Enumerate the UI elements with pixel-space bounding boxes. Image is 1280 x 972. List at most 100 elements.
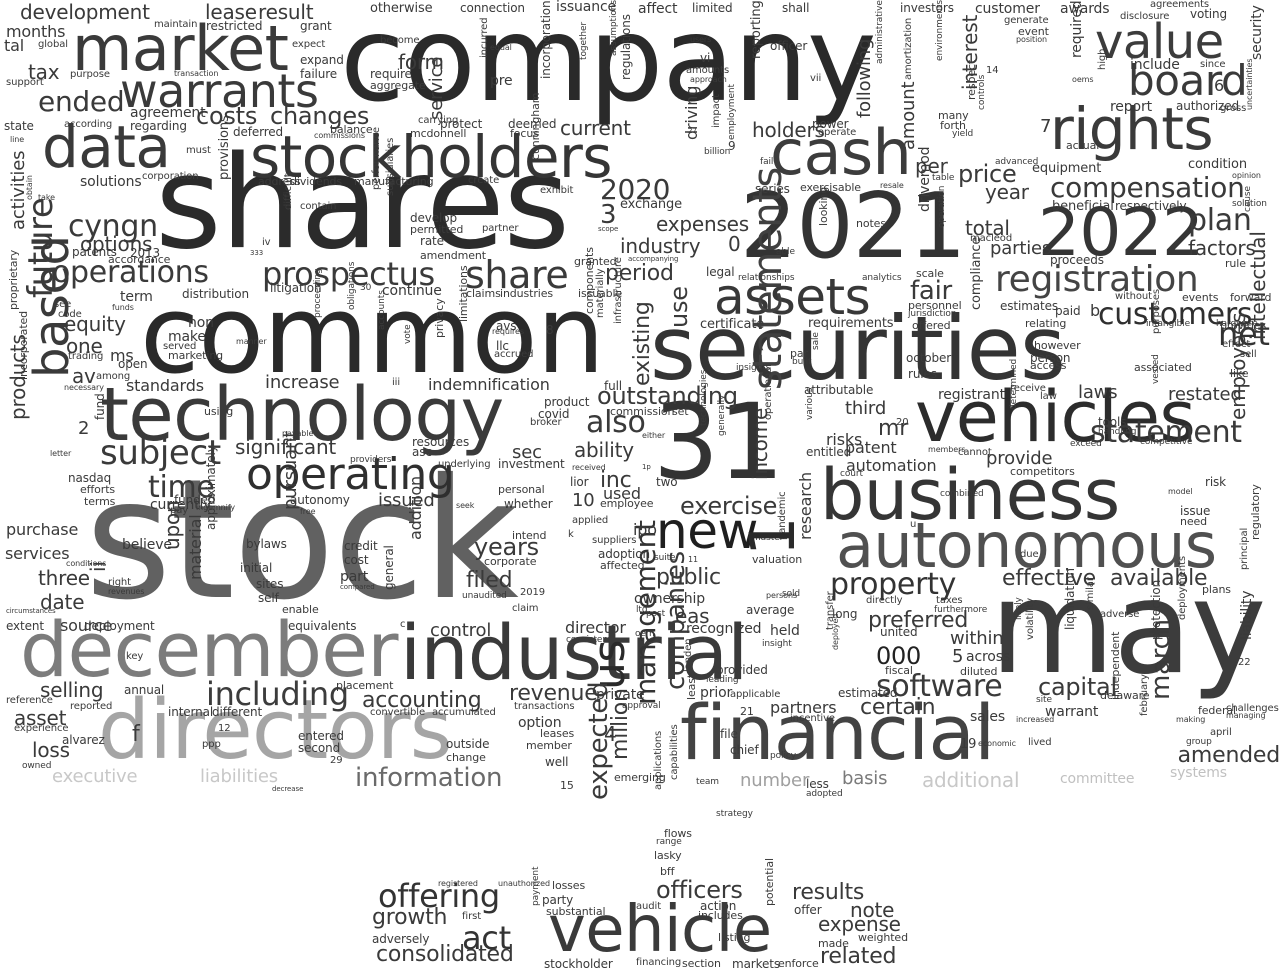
cloud-word: current [560, 116, 631, 140]
cloud-word: rate [420, 234, 444, 248]
cloud-word: take [38, 193, 55, 202]
cloud-word: otherwise [370, 1, 433, 16]
cloud-word: flows [664, 827, 692, 840]
cloud-word: plans [1202, 583, 1231, 596]
cloud-word: initial [240, 561, 273, 575]
cloud-word: determined [1009, 358, 1019, 410]
cloud-word: forth [940, 119, 966, 132]
cloud-word: events [1182, 291, 1219, 304]
cloud-word: ability [574, 438, 634, 462]
cloud-word: tools [1098, 415, 1127, 429]
cloud-word: plan [1188, 203, 1252, 238]
cloud-word: providers [350, 455, 392, 465]
cloud-word: difficult [283, 173, 294, 210]
cloud-word: affected [600, 559, 645, 572]
cloud-word: opinion [1232, 171, 1261, 180]
cloud-word: compared [340, 583, 375, 591]
cloud-word: investment [498, 457, 565, 471]
cloud-word: exchange [620, 197, 683, 212]
cloud-word: awards [1060, 1, 1110, 17]
cloud-word: 30 [360, 283, 372, 293]
cloud-word: insight [762, 639, 792, 649]
cloud-word: form [398, 50, 444, 74]
cloud-word: february [1139, 674, 1150, 716]
cloud-word: become [380, 35, 420, 46]
cloud-word: emerging [614, 771, 666, 784]
cloud-word: unauthorized [498, 879, 550, 888]
cloud-word: pay [170, 505, 189, 516]
cloud-word: third [845, 398, 887, 419]
cloud-word: requirements [808, 316, 894, 331]
cloud-word: audit [636, 901, 662, 912]
cloud-word: amendment [420, 249, 486, 262]
cloud-word: access [1030, 359, 1067, 372]
cloud-word: members [928, 445, 966, 454]
cloud-word: proceeding [313, 268, 323, 318]
cloud-word: approximately [204, 445, 218, 530]
cloud-word: significant [235, 435, 337, 459]
cloud-word: carrying [418, 115, 459, 126]
cloud-word: subsidiaries [385, 137, 396, 196]
cloud-word: resources [412, 435, 470, 449]
cloud-word: various [805, 387, 815, 420]
cloud-word: accompanying [628, 255, 679, 263]
cloud-word: 31 [653, 381, 784, 503]
cloud-word: deferred [233, 125, 284, 139]
cloud-word: model [1168, 487, 1193, 496]
cloud-word: solutions [80, 174, 142, 190]
cloud-word: landen [683, 638, 694, 672]
cloud-word: business [820, 454, 1120, 536]
cloud-word: amended [1177, 743, 1280, 768]
cloud-word: owned [22, 761, 52, 771]
cloud-word: committee [1060, 771, 1135, 787]
cloud-word: conditions [66, 559, 107, 568]
cloud-word: losses [552, 879, 586, 892]
cloud-word: gross [1220, 103, 1247, 114]
cloud-word: following [854, 38, 875, 118]
cloud-word: changes [270, 102, 370, 130]
cloud-word: 20 [896, 417, 909, 428]
cloud-word: users [690, 35, 712, 44]
cloud-word: technologies [699, 369, 709, 426]
cloud-word: 19 [960, 737, 977, 752]
cloud-word: k [568, 529, 574, 540]
cloud-word: financing [636, 957, 682, 968]
cloud-word: macleod [970, 233, 1013, 244]
cloud-word: one [66, 334, 103, 358]
cloud-word: date [40, 590, 85, 614]
cloud-word: revenues [108, 587, 145, 596]
cloud-word: loss [32, 738, 70, 762]
cloud-word: failure [300, 67, 338, 81]
cloud-word: av [72, 364, 96, 388]
cloud-word: market [72, 12, 289, 85]
cloud-word: potential [763, 858, 776, 906]
cloud-word: extent [6, 619, 44, 633]
cloud-word: granted [574, 255, 617, 268]
cloud-word: information [355, 763, 503, 793]
cloud-word: drivemod [917, 146, 933, 212]
cloud-word: effective [1002, 566, 1096, 591]
cloud-word: warrants [120, 64, 319, 118]
cloud-word: software [876, 669, 1003, 704]
cloud-word: 8 [546, 323, 554, 337]
cloud-word: associated [1134, 361, 1192, 374]
cloud-word: share [465, 253, 569, 297]
cloud-word: code [58, 309, 82, 320]
cloud-word: incurred [479, 17, 490, 58]
cloud-word: file [720, 727, 738, 741]
cloud-word: due [1020, 549, 1039, 560]
cloud-word: net [1218, 315, 1270, 353]
cloud-word: customer [975, 1, 1040, 17]
cloud-word: source [60, 616, 113, 635]
cloud-word: exceed [1070, 439, 1102, 449]
cloud-word: registered [438, 879, 478, 888]
cloud-word: competitive [1140, 437, 1193, 447]
cloud-word: expect [292, 39, 326, 50]
cloud-word: available [1110, 566, 1208, 591]
cloud-word: across [966, 649, 1011, 665]
cloud-word: 29 [330, 755, 343, 766]
cloud-word: effect [1222, 339, 1251, 350]
cloud-word: listing [718, 931, 751, 944]
cloud-word: year [985, 180, 1029, 204]
cloud-word: standards [126, 376, 204, 395]
